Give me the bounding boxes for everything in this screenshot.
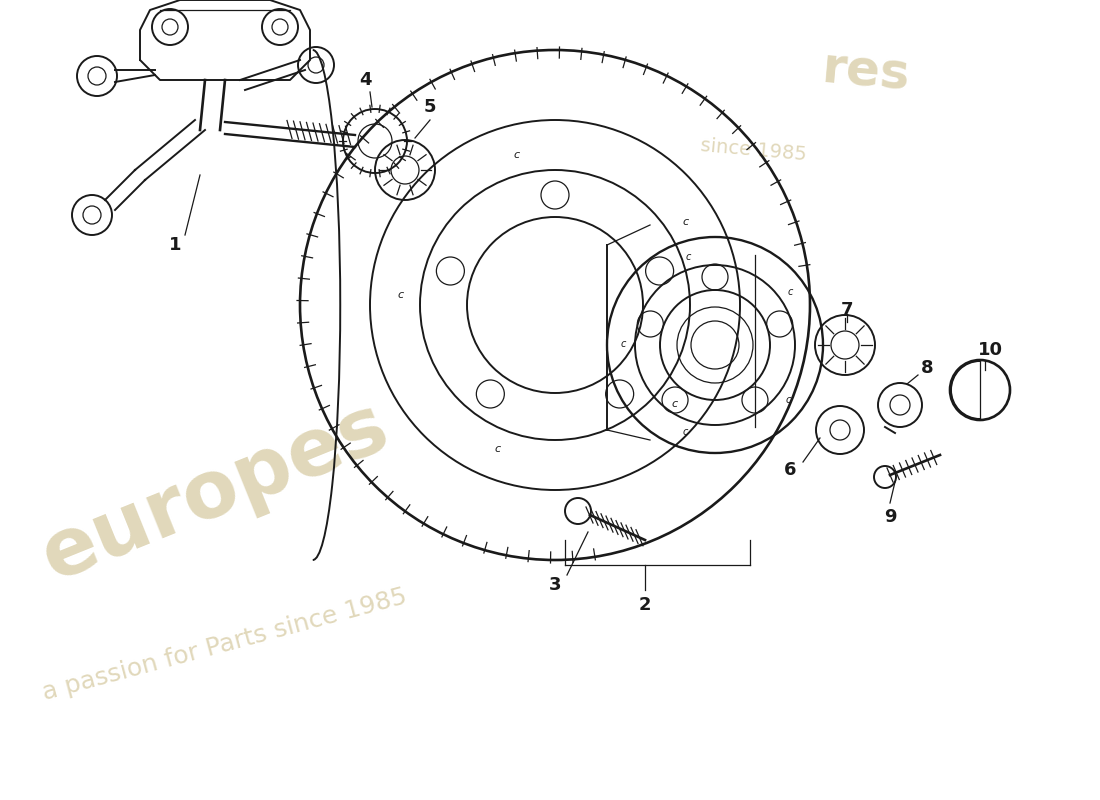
Text: res: res <box>820 45 912 100</box>
Text: c: c <box>620 338 626 349</box>
Text: 1: 1 <box>168 236 182 254</box>
Text: c: c <box>683 427 688 437</box>
Text: c: c <box>685 252 691 262</box>
Text: a passion for Parts since 1985: a passion for Parts since 1985 <box>40 585 410 705</box>
Text: c: c <box>671 399 678 409</box>
Text: c: c <box>788 287 793 297</box>
Text: 7: 7 <box>840 301 854 319</box>
Text: 3: 3 <box>549 576 561 594</box>
Text: c: c <box>495 444 500 454</box>
Text: 8: 8 <box>921 359 933 377</box>
Text: 10: 10 <box>978 341 1002 359</box>
Text: c: c <box>786 395 791 405</box>
Text: 9: 9 <box>883 508 896 526</box>
Text: 6: 6 <box>783 461 796 479</box>
Text: since 1985: since 1985 <box>700 136 807 164</box>
Text: 2: 2 <box>639 596 651 614</box>
Text: 4: 4 <box>359 71 372 89</box>
Text: europes: europes <box>30 387 399 597</box>
Text: 5: 5 <box>424 98 437 116</box>
Text: c: c <box>683 217 689 227</box>
Text: c: c <box>397 290 404 300</box>
Text: c: c <box>514 150 519 160</box>
